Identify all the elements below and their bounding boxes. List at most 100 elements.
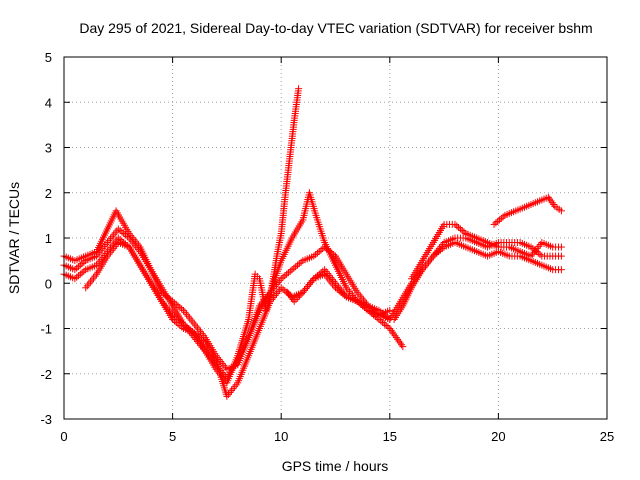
data-point	[86, 278, 94, 286]
chart-title: Day 295 of 2021, Sidereal Day-to-day VTE…	[79, 20, 592, 36]
data-point	[228, 387, 236, 395]
data-point	[283, 270, 291, 278]
data-point	[379, 318, 387, 326]
data-point	[384, 323, 392, 331]
data-point	[187, 316, 195, 324]
data-point	[76, 261, 84, 269]
data-point	[196, 334, 204, 342]
data-point	[88, 276, 96, 284]
data-point	[356, 292, 364, 300]
data-point	[362, 305, 370, 313]
data-point	[326, 248, 334, 256]
data-point	[288, 266, 296, 274]
data-point	[105, 237, 113, 245]
data-point	[286, 267, 294, 275]
y-tick-label: 4	[45, 95, 52, 110]
data-point	[295, 260, 303, 268]
data-point	[315, 270, 323, 278]
data-point	[550, 201, 558, 209]
data-point	[353, 297, 361, 305]
data-point	[74, 272, 82, 280]
data-point	[160, 290, 168, 298]
series-track-8	[284, 266, 394, 319]
data-point	[497, 214, 505, 222]
data-point	[527, 243, 535, 251]
data-point	[73, 273, 81, 281]
data-point	[313, 249, 321, 257]
data-point	[295, 85, 303, 93]
data-point	[193, 324, 201, 332]
y-axis-title: SDTVAR / TECUs	[6, 182, 22, 294]
data-point	[176, 321, 184, 329]
data-point	[548, 199, 556, 207]
data-point	[288, 294, 296, 302]
data-point	[315, 248, 323, 256]
data-point	[273, 290, 281, 298]
data-point	[169, 315, 177, 323]
x-tick-label: 0	[60, 429, 67, 444]
data-point	[179, 306, 187, 314]
data-point	[317, 269, 325, 277]
data-point	[398, 341, 406, 349]
data-point	[428, 254, 436, 262]
y-tick-label: 5	[45, 50, 52, 65]
data-point	[170, 299, 178, 307]
data-point	[492, 219, 500, 227]
data-point	[78, 260, 86, 268]
data-point	[181, 308, 189, 316]
data-point	[103, 239, 111, 247]
data-point	[295, 292, 303, 300]
data-point	[169, 297, 177, 305]
data-point	[499, 213, 507, 221]
data-point	[399, 343, 407, 351]
plot-frame	[63, 56, 608, 420]
data-point	[120, 229, 128, 237]
data-point	[192, 322, 200, 330]
data-point	[116, 226, 124, 234]
data-point	[167, 296, 175, 304]
series-track-7	[490, 193, 565, 228]
data-point	[328, 249, 336, 257]
data-point	[557, 266, 565, 274]
data-point	[190, 329, 198, 337]
data-point	[451, 220, 459, 228]
data-point	[324, 246, 332, 254]
data-point	[114, 225, 122, 233]
data-point	[80, 267, 88, 275]
data-point	[174, 302, 182, 310]
grid	[64, 57, 607, 419]
data-point	[495, 216, 503, 224]
data-point	[85, 280, 93, 288]
series-track-1	[60, 85, 303, 387]
data-point	[557, 207, 565, 215]
data-point	[355, 299, 363, 307]
data-point	[297, 290, 305, 298]
data-point	[312, 251, 320, 259]
data-point	[183, 310, 191, 318]
data-point	[460, 228, 468, 236]
series-track-4	[82, 239, 565, 400]
data-point	[71, 266, 79, 274]
data-point	[172, 318, 180, 326]
data-point	[304, 282, 312, 290]
data-point	[307, 279, 315, 287]
data-point	[387, 326, 395, 334]
data-point	[391, 332, 399, 340]
data-point	[359, 302, 367, 310]
data-point	[74, 263, 82, 271]
y-tick-label: 3	[45, 141, 52, 156]
data-point	[302, 284, 310, 292]
data-point	[536, 251, 544, 259]
data-point	[292, 263, 300, 271]
data-point	[382, 321, 390, 329]
x-tick-label: 10	[274, 429, 288, 444]
data-point	[345, 288, 353, 296]
data-point	[426, 256, 434, 264]
data-point	[277, 284, 285, 292]
data-point	[392, 334, 400, 342]
data-point	[421, 262, 429, 270]
y-tick-label: 2	[45, 186, 52, 201]
data-point	[71, 275, 79, 283]
y-tick-label: 0	[45, 276, 52, 291]
